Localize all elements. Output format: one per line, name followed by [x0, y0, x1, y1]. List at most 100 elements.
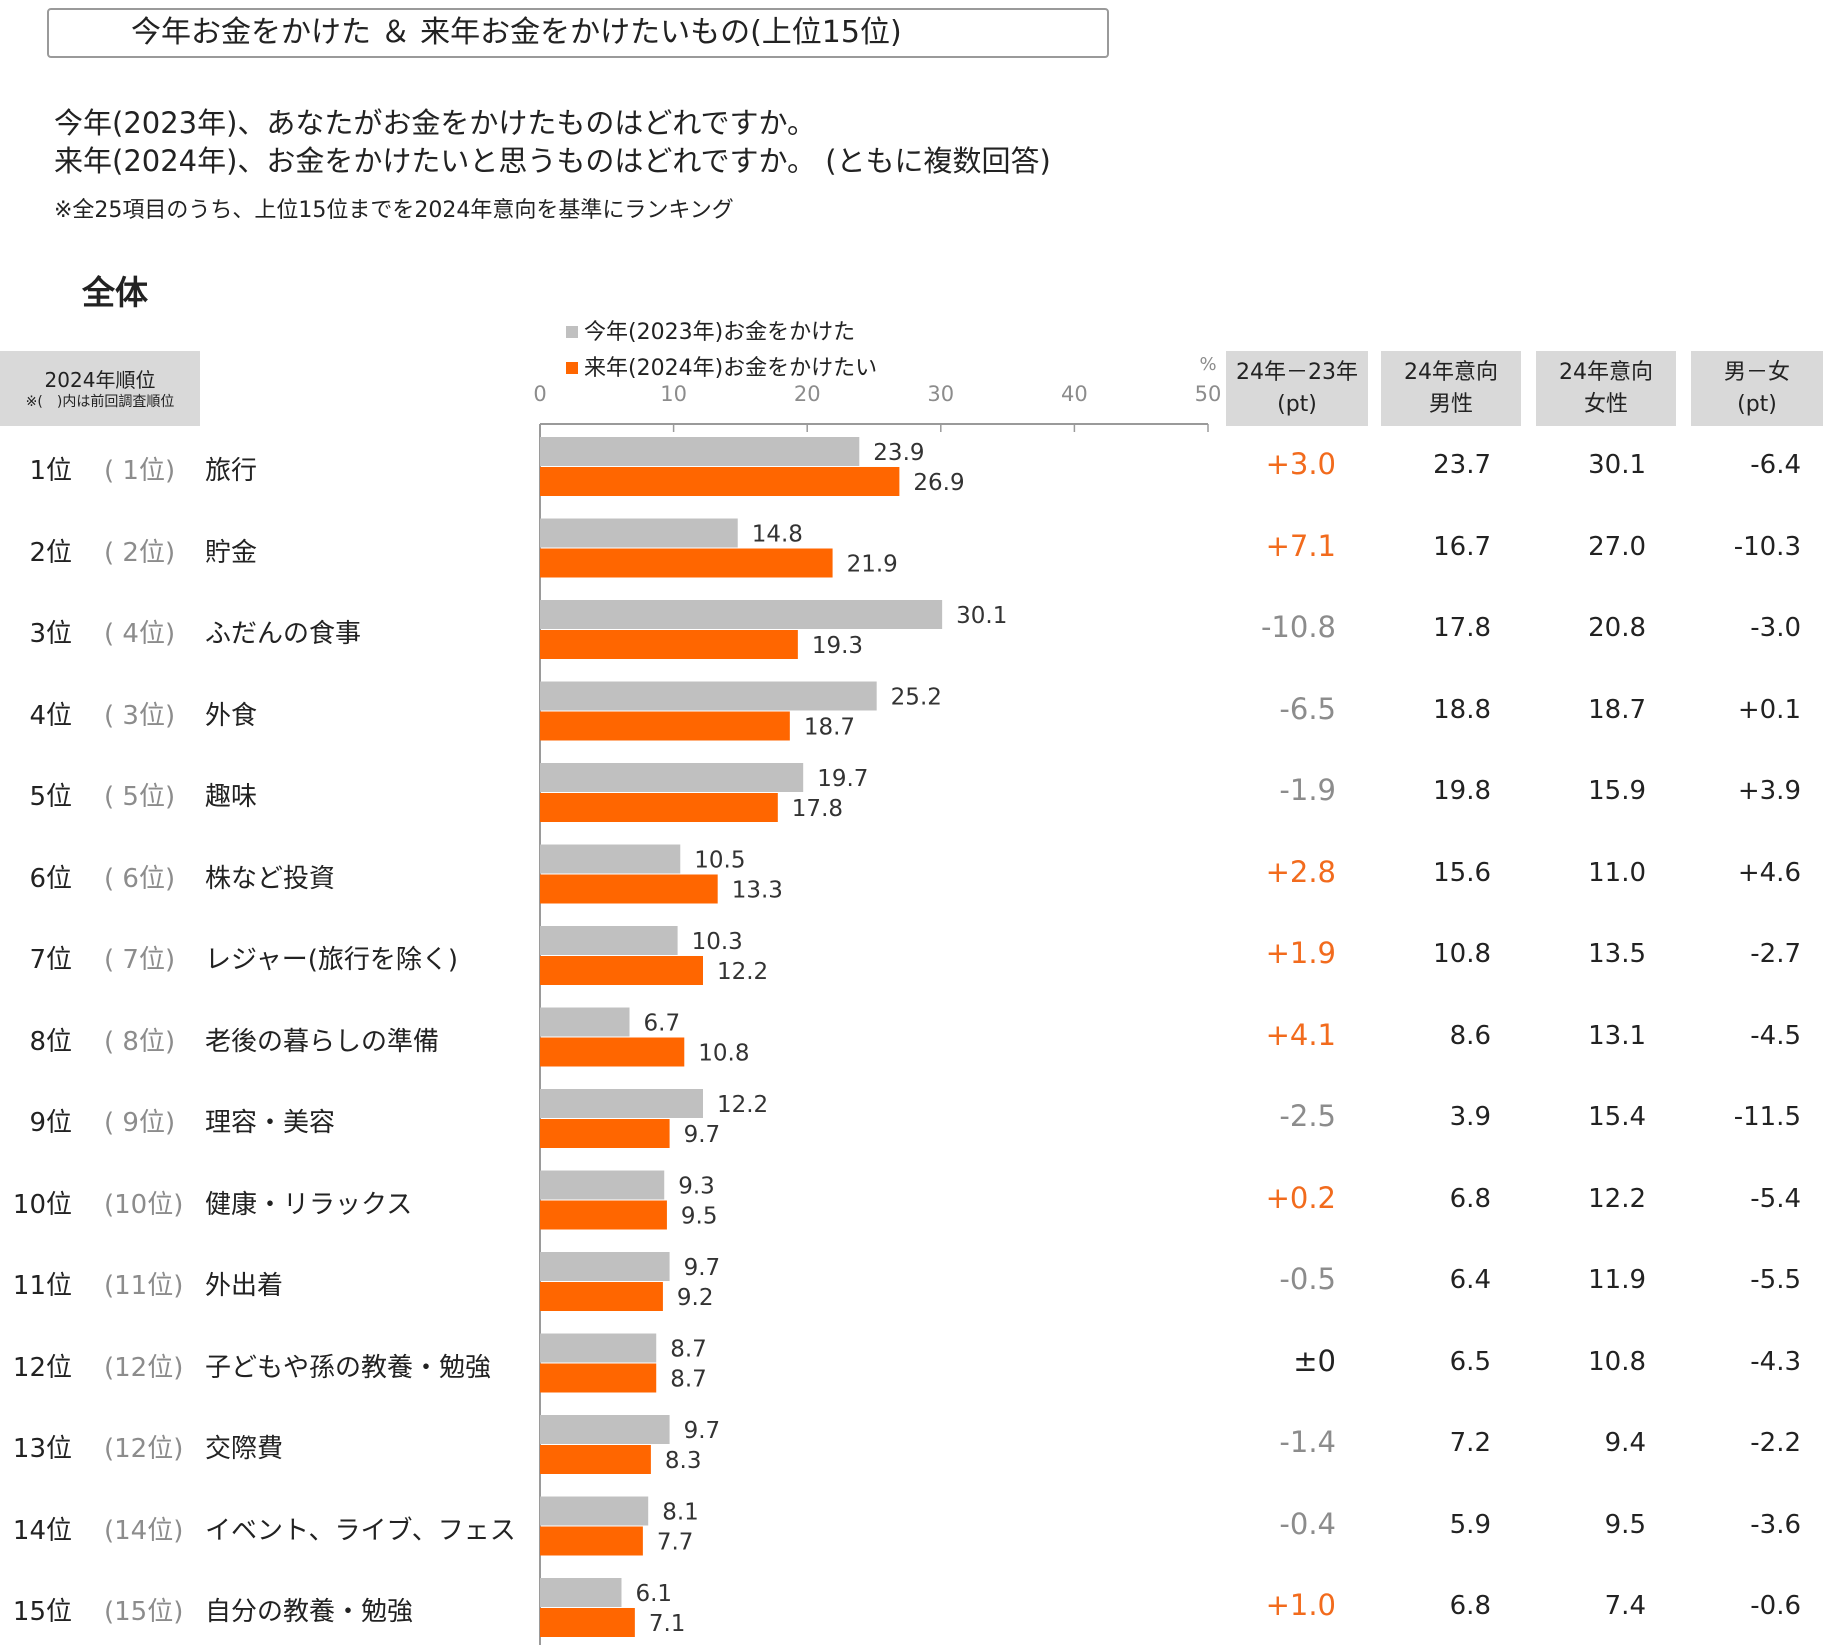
bar-2023 — [540, 1496, 649, 1526]
x-tick-label: 50 — [1195, 382, 1222, 406]
category-label: 趣味 — [205, 782, 258, 812]
male-cell: 6.8 — [1449, 1591, 1491, 1621]
diff-cell: -6.5 — [1279, 691, 1336, 726]
gender-diff-cell: +3.9 — [1737, 776, 1801, 806]
category-label: 交際費 — [205, 1434, 284, 1464]
bar-2023 — [540, 1415, 670, 1444]
female-cell: 18.7 — [1588, 694, 1646, 725]
bar-2023-value-label: 25.2 — [891, 685, 942, 711]
bar-2023 — [540, 763, 804, 792]
female-cell: 11.0 — [1588, 857, 1646, 888]
category-label: 理容・美容 — [205, 1108, 336, 1138]
category-label: レジャー(旅行を除く) — [205, 945, 458, 975]
header-female: 24年意向 女性 — [1536, 351, 1676, 426]
bar-2024 — [540, 548, 833, 578]
rank-cell: 9位 — [29, 1108, 72, 1138]
diff-cell: +1.9 — [1265, 936, 1336, 970]
male-cell: 23.7 — [1433, 450, 1491, 480]
male-cell: 5.9 — [1449, 1509, 1491, 1540]
diff-cell: -0.5 — [1279, 1262, 1336, 1296]
bar-2024 — [540, 1119, 670, 1148]
bar-2023-value-label: 6.1 — [635, 1581, 672, 1607]
female-cell: 15.9 — [1588, 776, 1646, 806]
gender-diff-cell: +4.6 — [1737, 857, 1801, 888]
previous-rank-cell: (14位) — [104, 1515, 184, 1546]
previous-rank-cell: (10位) — [104, 1189, 184, 1220]
header-gdiff-line1: 男－女 — [1723, 359, 1790, 385]
previous-rank-cell: ( 1位) — [104, 456, 176, 486]
gender-diff-cell: -2.2 — [1750, 1428, 1801, 1458]
legend-2024: 来年(2024年)お金をかけたい — [566, 350, 877, 382]
previous-rank-cell: ( 4位) — [104, 619, 176, 649]
gender-diff-cell: -3.6 — [1750, 1509, 1801, 1540]
male-cell: 19.8 — [1433, 776, 1491, 806]
bar-2024 — [540, 1200, 667, 1230]
bar-2023 — [540, 926, 678, 955]
female-cell: 7.4 — [1604, 1591, 1646, 1621]
x-tick-label: 20 — [794, 382, 821, 406]
bar-2024-value-label: 21.9 — [847, 552, 898, 578]
bar-2024-value-label: 7.7 — [657, 1530, 694, 1556]
legend-label-2023: 今年(2023年)お金をかけた — [584, 320, 856, 345]
male-cell: 15.6 — [1433, 857, 1491, 888]
rank-cell: 6位 — [29, 863, 72, 894]
bar-2023-value-label: 10.5 — [694, 848, 745, 874]
bar-2023 — [540, 600, 943, 629]
gender-diff-cell: -2.7 — [1750, 939, 1801, 969]
x-tick-label: 0 — [533, 382, 546, 406]
diff-cell: -1.9 — [1279, 773, 1336, 807]
previous-rank-cell: ( 9位) — [104, 1108, 176, 1138]
bar-2023-value-label: 6.7 — [644, 1011, 681, 1037]
diff-cell: +4.1 — [1265, 1017, 1336, 1052]
ranking-note: ※全25項目のうち、上位15位までを2024年意向を基準にランキング — [54, 198, 734, 223]
bar-2024-value-label: 8.3 — [665, 1448, 702, 1474]
legend-label-2024: 来年(2024年)お金をかけたい — [584, 356, 878, 381]
rank-cell: 2位 — [29, 537, 72, 568]
diff-cell: -2.5 — [1279, 1099, 1336, 1133]
bar-2024 — [540, 874, 718, 904]
rank-cell: 4位 — [29, 700, 72, 731]
header-diff: 24年－23年 (pt) — [1226, 351, 1368, 426]
bar-2024-value-label: 10.8 — [698, 1041, 749, 1067]
male-cell: 16.7 — [1433, 531, 1491, 562]
gender-diff-cell: -5.4 — [1750, 1183, 1801, 1214]
bar-2024-value-label: 12.2 — [717, 959, 768, 985]
category-label: 子どもや孫の教養・勉強 — [205, 1352, 492, 1383]
previous-rank-cell: ( 8位) — [104, 1026, 176, 1057]
bar-2024 — [540, 1363, 657, 1393]
bar-2023 — [540, 437, 860, 466]
bar-2023-value-label: 19.7 — [817, 766, 868, 792]
female-cell: 15.4 — [1588, 1102, 1646, 1132]
bar-2024-value-label: 9.7 — [684, 1122, 721, 1148]
bar-2024-value-label: 8.7 — [670, 1367, 707, 1393]
female-cell: 9.5 — [1604, 1509, 1646, 1540]
header-rank-main: 2024年順位 — [44, 367, 156, 392]
x-tick-label: 40 — [1061, 382, 1088, 406]
female-cell: 10.8 — [1588, 1346, 1646, 1377]
diff-cell: -0.4 — [1279, 1506, 1336, 1541]
gender-diff-cell: -5.5 — [1750, 1265, 1801, 1295]
male-cell: 8.6 — [1449, 1020, 1491, 1051]
x-tick-label: 10 — [660, 382, 687, 406]
bar-2023-value-label: 9.3 — [678, 1174, 715, 1200]
male-cell: 10.8 — [1433, 939, 1491, 969]
header-male-line1: 24年意向 — [1404, 359, 1498, 385]
rank-cell: 5位 — [29, 782, 72, 812]
female-cell: 9.4 — [1604, 1428, 1646, 1458]
diff-cell: +7.1 — [1265, 528, 1336, 563]
bar-2023 — [540, 1007, 630, 1037]
previous-rank-cell: ( 3位) — [104, 700, 176, 731]
bar-2023-value-label: 8.1 — [662, 1500, 699, 1526]
previous-rank-cell: (12位) — [104, 1352, 184, 1383]
bar-2024 — [540, 630, 798, 659]
legend-swatch-2024 — [566, 362, 578, 374]
bar-2023 — [540, 1252, 670, 1281]
male-cell: 6.8 — [1449, 1183, 1491, 1214]
category-label: 健康・リラックス — [205, 1189, 413, 1220]
gender-diff-cell: -0.6 — [1750, 1591, 1801, 1621]
bar-2024 — [540, 1282, 663, 1311]
rank-cell: 10位 — [12, 1189, 72, 1220]
female-cell: 20.8 — [1588, 613, 1646, 643]
diff-cell: -10.8 — [1260, 610, 1336, 644]
header-gender-diff: 男－女 (pt) — [1691, 351, 1823, 426]
